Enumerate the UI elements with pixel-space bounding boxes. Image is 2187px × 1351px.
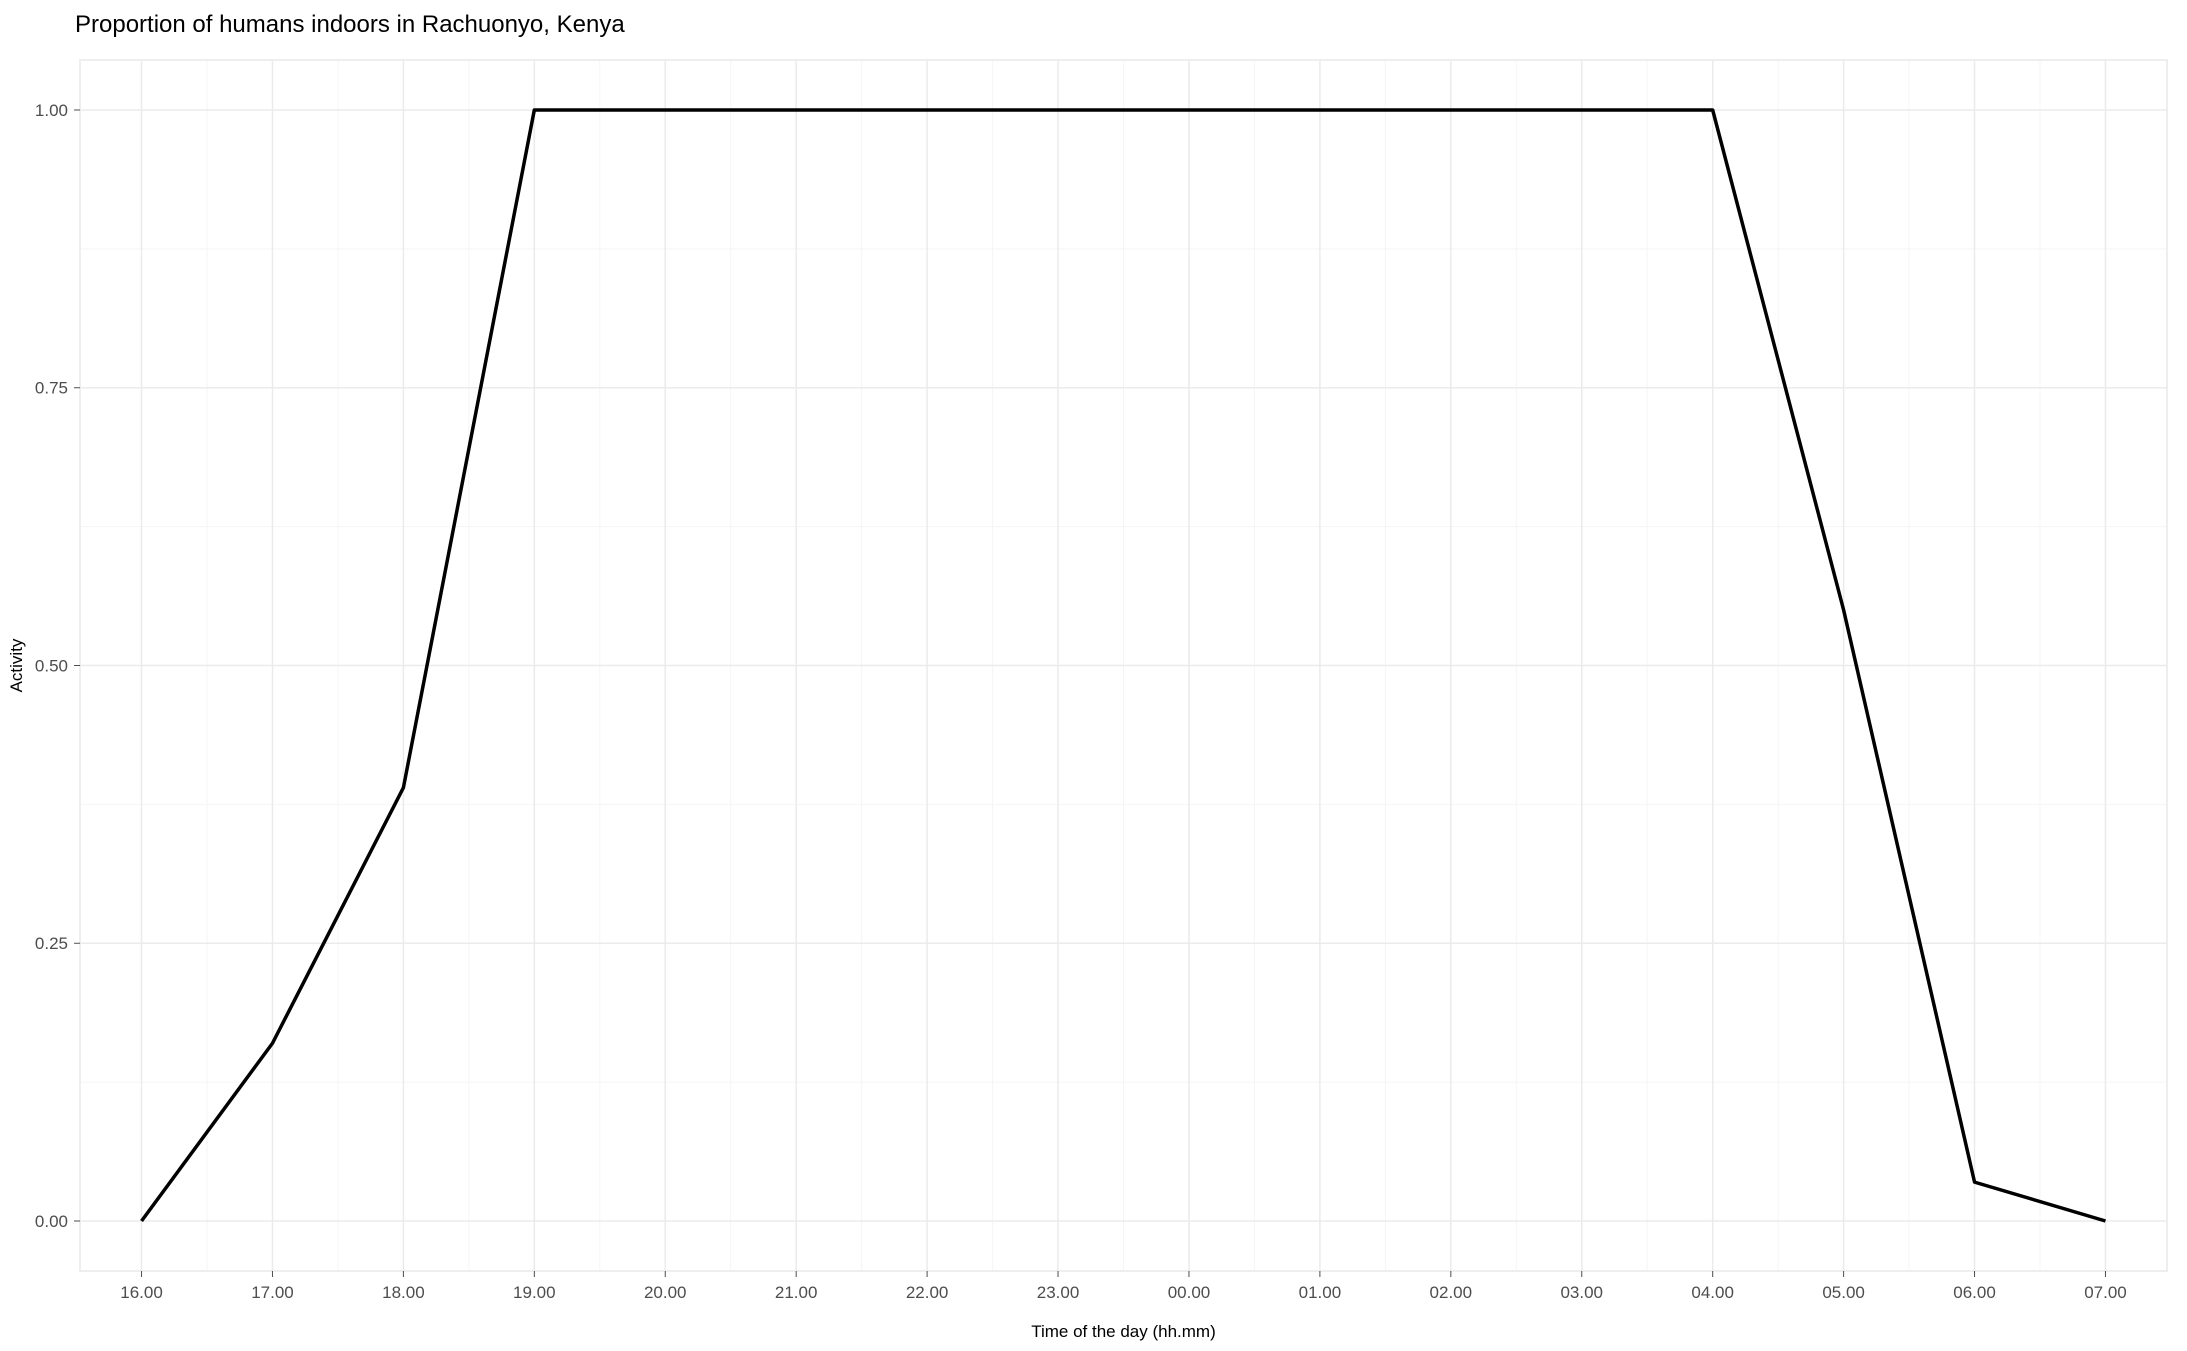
x-tick-label: 04.00 — [1691, 1283, 1734, 1302]
x-tick-label: 22.00 — [906, 1283, 949, 1302]
y-tick-label: 0.00 — [35, 1212, 68, 1231]
plot-area: 16.00 17.00 18.00 19.00 20.00 21.00 22.00 23.00… — [35, 60, 2167, 1302]
x-tick-label: 17.00 — [251, 1283, 294, 1302]
chart-svg: 16.00 17.00 18.00 19.00 20.00 21.00 22.00 23.00… — [0, 0, 2187, 1351]
x-tick-label: 16.00 — [120, 1283, 163, 1302]
y-tick-label: 1.00 — [35, 101, 68, 120]
x-tick-label: 20.00 — [644, 1283, 687, 1302]
x-tick-label: 06.00 — [1953, 1283, 1996, 1302]
chart-title: Proportion of humans indoors in Rachuony… — [75, 11, 625, 38]
y-tick-label: 0.25 — [35, 934, 68, 953]
x-tick-label: 07.00 — [2084, 1283, 2127, 1302]
chart-container: 16.00 17.00 18.00 19.00 20.00 21.00 22.00 23.00… — [0, 0, 2187, 1351]
x-tick-label: 02.00 — [1430, 1283, 1473, 1302]
y-tick-label: 0.75 — [35, 379, 68, 398]
x-axis-label: Time of the day (hh.mm) — [1031, 1322, 1216, 1341]
x-tick-label: 01.00 — [1299, 1283, 1342, 1302]
x-tick-label: 19.00 — [513, 1283, 556, 1302]
x-tick-label: 05.00 — [1822, 1283, 1865, 1302]
y-axis-label: Activity — [7, 638, 26, 692]
x-tick-label: 03.00 — [1560, 1283, 1603, 1302]
x-tick-label: 21.00 — [775, 1283, 818, 1302]
x-tick-label: 00.00 — [1168, 1283, 1211, 1302]
x-tick-label: 23.00 — [1037, 1283, 1080, 1302]
x-tick-label: 18.00 — [382, 1283, 425, 1302]
y-tick-label: 0.50 — [35, 656, 68, 675]
